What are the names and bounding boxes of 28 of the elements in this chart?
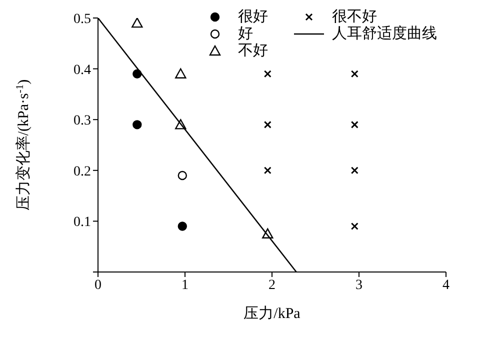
legend-label: 人耳舒适度曲线 xyxy=(332,24,437,43)
x-tick-label: 3 xyxy=(356,278,362,293)
x-tick-label: 4 xyxy=(442,278,450,293)
point xyxy=(264,120,272,128)
point xyxy=(132,18,143,28)
point xyxy=(350,70,358,78)
legend-label: 很好 xyxy=(238,8,268,26)
point xyxy=(350,166,358,174)
x-axis-title: 压力/kPa xyxy=(244,305,301,322)
x-tick-label: 0 xyxy=(94,278,102,293)
y-tick-label: 0.2 xyxy=(74,164,91,180)
x-tick-label: 2 xyxy=(268,278,276,293)
point xyxy=(264,166,272,174)
y-tick-label: 0.4 xyxy=(74,62,91,78)
point xyxy=(264,70,272,78)
legend-label: 好 xyxy=(238,25,253,43)
y-tick-label: 0.5 xyxy=(74,12,91,27)
point xyxy=(132,120,142,130)
point xyxy=(350,222,358,230)
point xyxy=(175,68,186,78)
point xyxy=(178,222,187,231)
point xyxy=(350,120,358,128)
legend-label: 不好 xyxy=(238,42,268,60)
point xyxy=(178,170,187,180)
x-tick-label: 1 xyxy=(182,278,188,293)
y-tick-label: 0.3 xyxy=(74,114,91,129)
y-tick-label: 0.1 xyxy=(74,215,91,230)
legend-label: 很不好 xyxy=(332,8,377,26)
